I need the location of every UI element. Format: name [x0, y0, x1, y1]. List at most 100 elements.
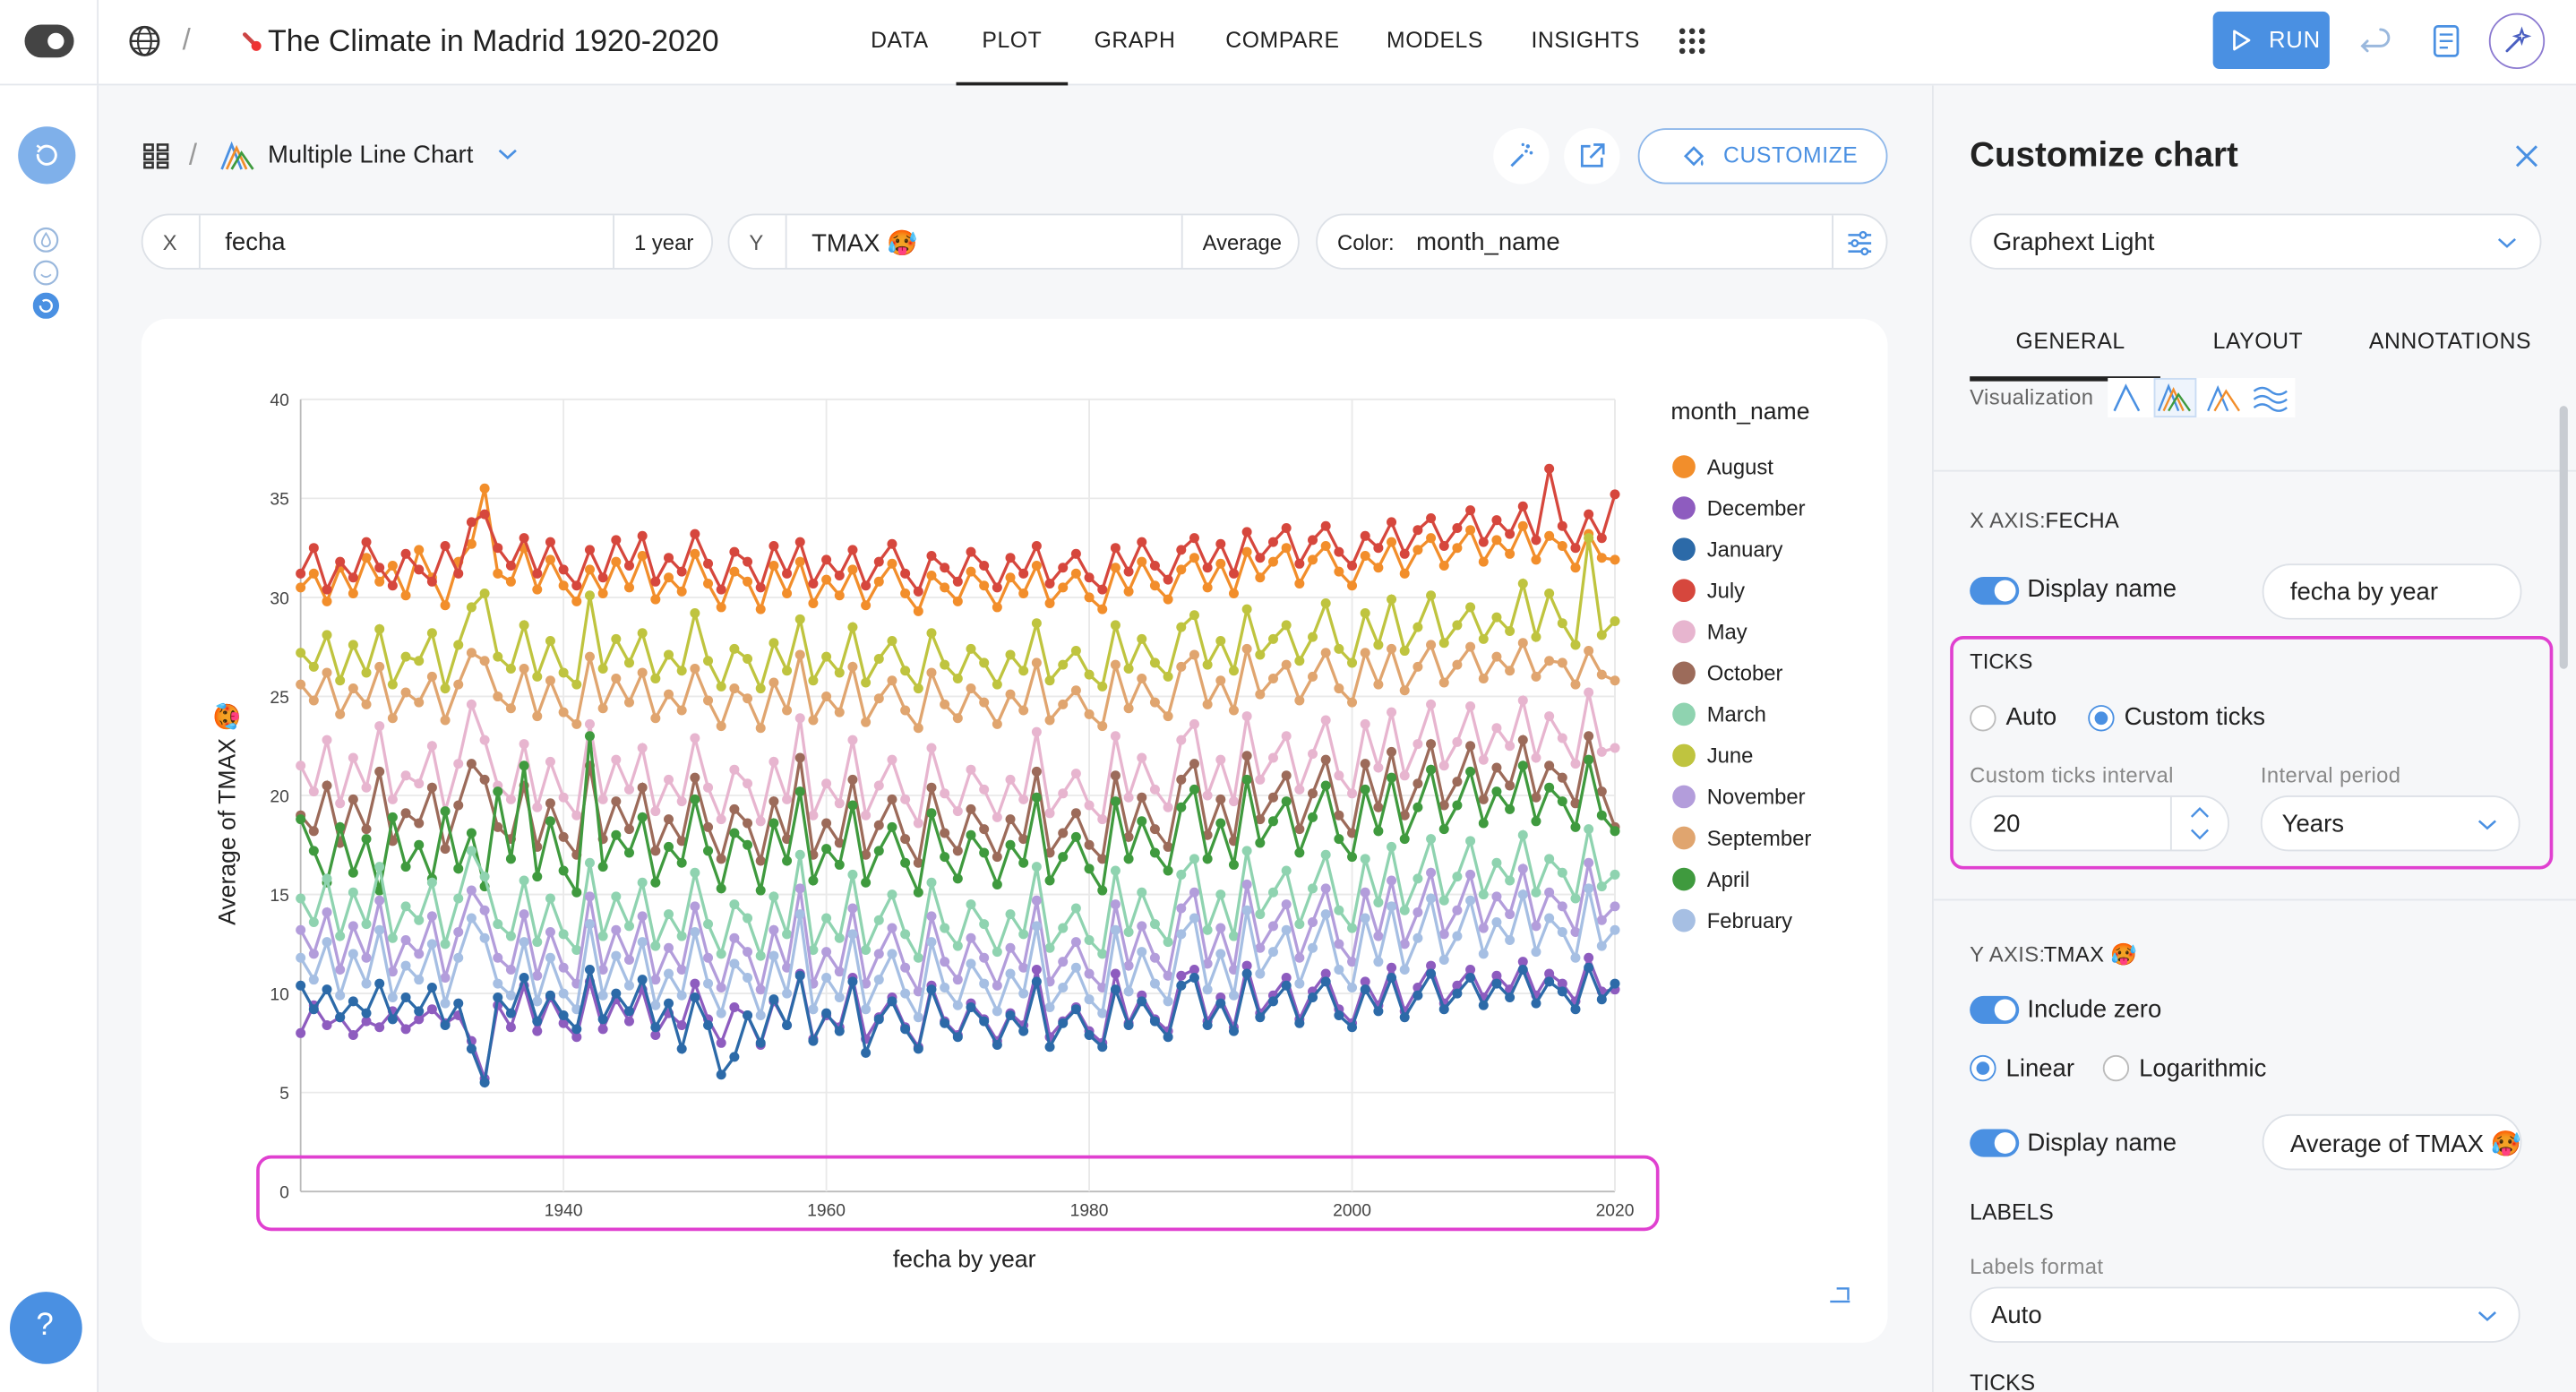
legend-item-march[interactable]: March	[1672, 702, 1766, 727]
data-point	[1097, 1042, 1108, 1053]
data-point	[769, 891, 779, 902]
interval-period-select[interactable]: Years	[2260, 795, 2520, 852]
tab-graph[interactable]: GRAPH	[1094, 28, 1176, 53]
tab-annotations[interactable]: ANNOTATIONS	[2368, 328, 2532, 354]
refresh-small-icon[interactable]	[32, 292, 60, 319]
x-field[interactable]: fecha	[225, 228, 286, 257]
ticks-custom-radio[interactable]	[2088, 705, 2115, 732]
ticks-auto-radio[interactable]	[1970, 705, 1996, 732]
legend-item-june[interactable]: June	[1672, 743, 1753, 769]
x-display-name-toggle[interactable]	[1970, 576, 2020, 606]
data-point	[1544, 656, 1555, 666]
data-point	[296, 893, 306, 904]
legend-item-january[interactable]: January	[1672, 537, 1783, 562]
custom-interval-input[interactable]: 20	[1970, 795, 2229, 852]
tab-layout[interactable]: LAYOUT	[2212, 328, 2304, 354]
x-axis-label: fecha by year	[893, 1246, 1036, 1273]
series-september[interactable]	[296, 638, 1620, 734]
x-display-name-input[interactable]: fecha by year	[2262, 563, 2522, 620]
legend-item-april[interactable]: April	[1672, 867, 1749, 892]
series-june[interactable]	[296, 533, 1620, 694]
data-point	[873, 556, 884, 567]
legend-item-november[interactable]: November	[1672, 785, 1806, 810]
color-field[interactable]: month_name	[1416, 228, 1560, 257]
globe-icon[interactable]	[126, 23, 162, 59]
face-icon[interactable]	[33, 260, 59, 286]
chevron-down-icon[interactable]	[498, 148, 518, 161]
dashboard-icon[interactable]	[143, 143, 169, 169]
legend-item-october[interactable]: October	[1672, 661, 1783, 686]
tab-plot[interactable]: PLOT	[956, 0, 1069, 86]
legend-item-may[interactable]: May	[1672, 620, 1747, 645]
notebook-icon[interactable]	[2425, 20, 2468, 63]
legend-item-august[interactable]: August	[1672, 455, 1773, 479]
data-point	[558, 667, 569, 678]
legend-item-july[interactable]: July	[1672, 579, 1745, 603]
y-aggregation[interactable]: Average	[1202, 229, 1283, 255]
logarithmic-radio[interactable]	[2102, 1054, 2130, 1082]
theme-select[interactable]: Graphext Light	[1970, 213, 2542, 270]
data-point	[808, 944, 819, 955]
assistant-button[interactable]	[2488, 13, 2546, 70]
y-display-name-input[interactable]: Average of TMAX 🥵	[2262, 1113, 2522, 1171]
magic-button[interactable]	[1493, 128, 1550, 185]
customize-button[interactable]: CUSTOMIZE	[1637, 128, 1888, 185]
chart-type-label[interactable]: Multiple Line Chart	[267, 141, 474, 169]
data-point	[584, 651, 595, 662]
tab-models[interactable]: MODELS	[1387, 28, 1483, 53]
data-point	[861, 978, 872, 989]
data-point	[900, 834, 911, 845]
data-point	[1084, 1029, 1095, 1041]
close-icon[interactable]	[2513, 143, 2539, 169]
history-button[interactable]	[18, 126, 76, 185]
legend-item-september[interactable]: September	[1672, 826, 1811, 851]
panel-scrollbar[interactable]	[2559, 406, 2568, 669]
stepper-arrows-icon[interactable]	[2188, 803, 2211, 843]
run-button[interactable]: RUN	[2212, 11, 2330, 70]
series-november[interactable]	[296, 857, 1620, 997]
apps-grid-icon[interactable]	[1678, 26, 1707, 56]
data-point	[1347, 828, 1358, 838]
open-external-button[interactable]	[1564, 128, 1620, 185]
data-point	[400, 934, 411, 945]
resize-handle-icon[interactable]	[1830, 1287, 1850, 1303]
data-point	[1241, 774, 1252, 785]
data-point	[729, 828, 740, 838]
series-july[interactable]	[296, 463, 1620, 597]
tab-general[interactable]: GENERAL	[2015, 328, 2125, 354]
stream-chart-option-icon[interactable]	[2253, 382, 2288, 415]
y-display-name-toggle[interactable]	[1970, 1129, 2020, 1157]
tab-insights[interactable]: INSIGHTS	[1531, 28, 1640, 53]
help-button[interactable]: ?	[10, 1292, 82, 1364]
undo-icon[interactable]	[2354, 20, 2397, 63]
include-zero-toggle[interactable]	[1970, 995, 2020, 1025]
data-point	[821, 778, 832, 789]
data-point	[623, 784, 634, 795]
series-may[interactable]	[296, 687, 1620, 829]
labels-format-select[interactable]: Auto	[1970, 1286, 2520, 1343]
linear-radio[interactable]	[1970, 1054, 1996, 1082]
y-field[interactable]: TMAX 🥵	[811, 229, 918, 259]
legend-item-december[interactable]: December	[1672, 496, 1806, 520]
area-chart-option-icon[interactable]	[2206, 382, 2242, 415]
data-point	[1018, 929, 1029, 940]
drop-icon[interactable]	[33, 227, 59, 253]
series-february[interactable]	[296, 883, 1620, 1023]
line-chart-option-icon[interactable]	[2111, 382, 2147, 415]
data-point	[729, 1001, 740, 1012]
data-point	[940, 828, 950, 838]
app-logo-icon[interactable]	[23, 21, 76, 61]
series-august[interactable]	[296, 483, 1620, 616]
series-march[interactable]	[296, 824, 1620, 963]
data-point	[716, 854, 726, 864]
data-point	[1584, 952, 1594, 963]
tab-data[interactable]: DATA	[871, 28, 929, 53]
project-title[interactable]: The Climate in Madrid 1920-2020	[267, 22, 719, 58]
series-january[interactable]	[296, 962, 1620, 1088]
filter-sliders-icon[interactable]	[1847, 230, 1873, 256]
data-point	[1360, 718, 1370, 729]
legend-item-february[interactable]: February	[1672, 908, 1792, 933]
multiline-chart-option-icon[interactable]	[2157, 382, 2193, 415]
tab-compare[interactable]: COMPARE	[1225, 28, 1340, 53]
x-bin[interactable]: 1 year	[633, 229, 694, 255]
